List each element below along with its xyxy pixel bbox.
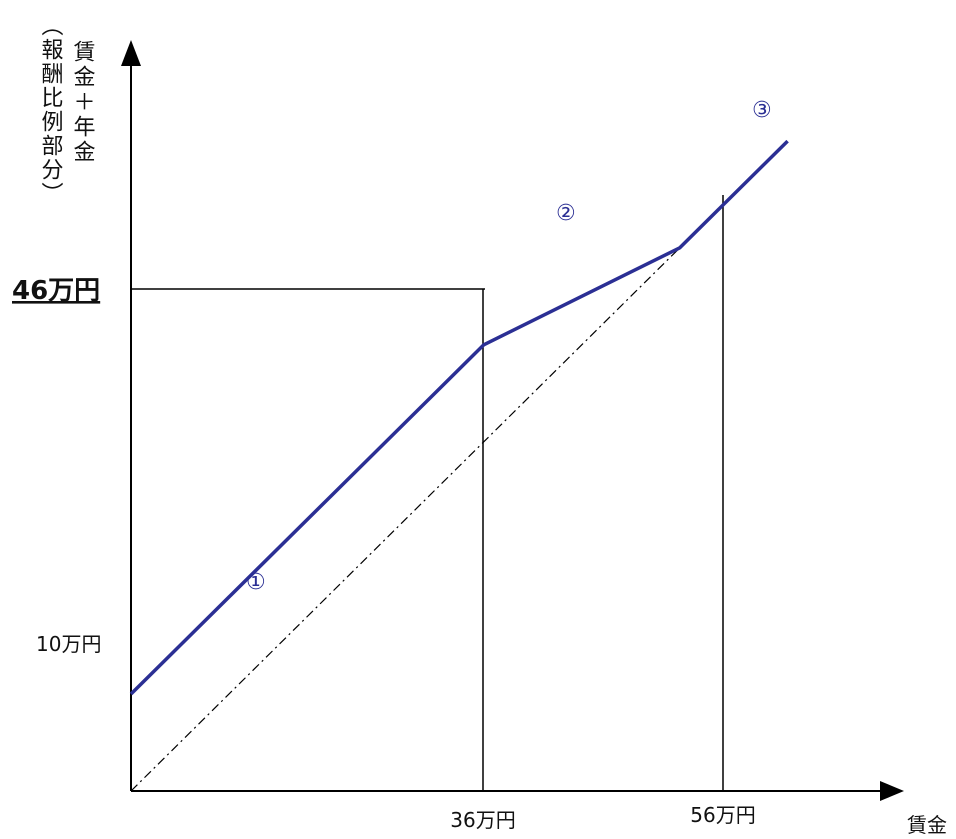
x-tick-36: 36万円 — [450, 808, 515, 832]
y-axis-arrow — [121, 40, 141, 66]
x-tick-56: 56万円 — [690, 803, 755, 827]
region-label-3: ③ — [752, 98, 772, 123]
y-label-46: 46万円 — [12, 276, 100, 306]
y-label-10: 10万円 — [36, 632, 101, 656]
x-axis-arrow — [880, 781, 904, 801]
reference-line — [130, 140, 789, 792]
wage-plus-pension-line — [129, 139, 789, 696]
region-label-2: ② — [556, 201, 576, 226]
x-axis-title: 賃金 — [907, 813, 947, 837]
region-label-1: ① — [246, 570, 266, 595]
y-axis-title-main: 賃金＋年金 — [70, 40, 96, 165]
y-axis-title-sub: （報酬比例部分） — [38, 14, 64, 206]
